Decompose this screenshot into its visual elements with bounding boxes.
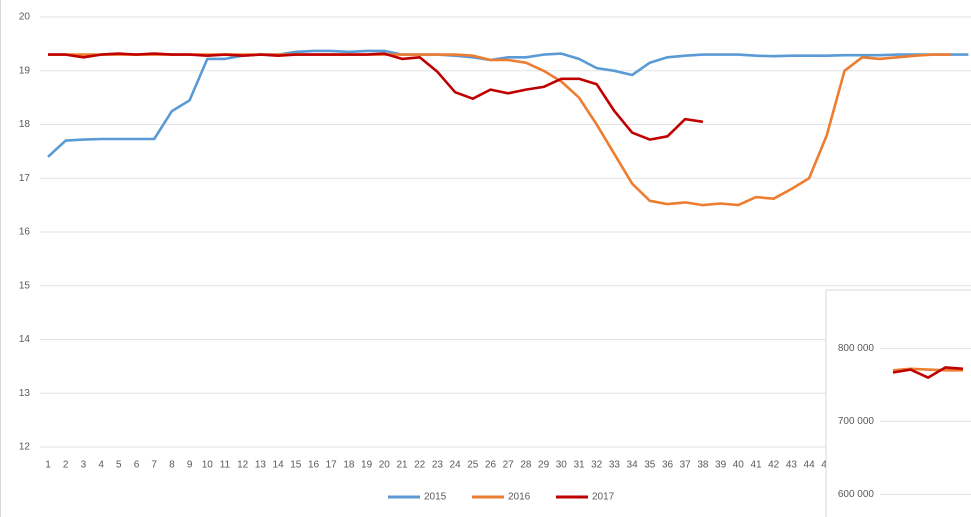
x-tick-label: 39 bbox=[715, 460, 727, 471]
legend-label: 2015 bbox=[424, 492, 447, 503]
x-tick-label: 13 bbox=[255, 460, 267, 471]
y-tick-label: 12 bbox=[19, 442, 31, 453]
x-tick-label: 36 bbox=[662, 460, 674, 471]
x-tick-label: 32 bbox=[591, 460, 603, 471]
inset-panel bbox=[825, 289, 971, 517]
legend-label: 2017 bbox=[592, 492, 615, 503]
x-tick-label: 35 bbox=[644, 460, 656, 471]
x-tick-label: 41 bbox=[750, 460, 762, 471]
x-tick-label: 27 bbox=[503, 460, 515, 471]
y-tick-label: 18 bbox=[19, 119, 31, 130]
x-tick-label: 43 bbox=[786, 460, 798, 471]
x-tick-label: 24 bbox=[450, 460, 462, 471]
y-tick-label: 800 000 bbox=[838, 343, 875, 354]
x-tick-label: 3 bbox=[81, 460, 87, 471]
x-tick-label: 44 bbox=[804, 460, 816, 471]
inset-chart: 600 000 700 000 800 000 bbox=[838, 343, 971, 500]
y-tick-label: 14 bbox=[19, 334, 31, 345]
x-tick-label: 4 bbox=[98, 460, 104, 471]
y-tick-label: 15 bbox=[19, 280, 31, 291]
x-tick-label: 40 bbox=[733, 460, 745, 471]
x-tick-label: 12 bbox=[237, 460, 249, 471]
y-tick-label: 19 bbox=[19, 65, 31, 76]
x-tick-label: 37 bbox=[680, 460, 692, 471]
x-tick-label: 11 bbox=[220, 460, 231, 471]
x-tick-label: 14 bbox=[273, 460, 285, 471]
x-tick-label: 28 bbox=[520, 460, 532, 471]
x-tick-label: 33 bbox=[609, 460, 621, 471]
x-tick-label: 16 bbox=[308, 460, 320, 471]
series-line bbox=[892, 366, 964, 379]
x-tick-label: 17 bbox=[326, 460, 338, 471]
x-tick-label: 23 bbox=[432, 460, 444, 471]
x-tick-label: 5 bbox=[116, 460, 122, 471]
x-tick-label: 42 bbox=[768, 460, 780, 471]
x-tick-label: 18 bbox=[343, 460, 355, 471]
y-tick-label: 700 000 bbox=[838, 416, 875, 427]
x-tick-label: 30 bbox=[556, 460, 568, 471]
y-tick-label: 13 bbox=[19, 388, 31, 399]
x-tick-label: 34 bbox=[627, 460, 639, 471]
x-tick-label: 20 bbox=[379, 460, 391, 471]
x-tick-label: 7 bbox=[151, 460, 157, 471]
x-tick-label: 26 bbox=[485, 460, 497, 471]
x-tick-label: 1 bbox=[45, 460, 51, 471]
x-tick-label: 15 bbox=[290, 460, 302, 471]
x-tick-label: 9 bbox=[187, 460, 193, 471]
x-tick-label: 25 bbox=[467, 460, 479, 471]
x-tick-label: 22 bbox=[414, 460, 426, 471]
x-tick-label: 19 bbox=[361, 460, 373, 471]
legend-label: 2016 bbox=[508, 492, 531, 503]
x-tick-label: 2 bbox=[63, 460, 69, 471]
series-line bbox=[48, 52, 704, 141]
series-line bbox=[47, 49, 969, 158]
x-tick-label: 31 bbox=[573, 460, 585, 471]
x-tick-label: 38 bbox=[697, 460, 709, 471]
y-tick-label: 17 bbox=[19, 173, 31, 184]
x-tick-label: 10 bbox=[202, 460, 214, 471]
y-tick-label: 16 bbox=[19, 227, 31, 238]
x-tick-label: 21 bbox=[396, 460, 408, 471]
y-tick-label: 20 bbox=[19, 12, 31, 23]
x-tick-label: 8 bbox=[169, 460, 175, 471]
y-tick-label: 600 000 bbox=[838, 489, 875, 500]
x-tick-label: 6 bbox=[134, 460, 140, 471]
x-tick-label: 29 bbox=[538, 460, 550, 471]
